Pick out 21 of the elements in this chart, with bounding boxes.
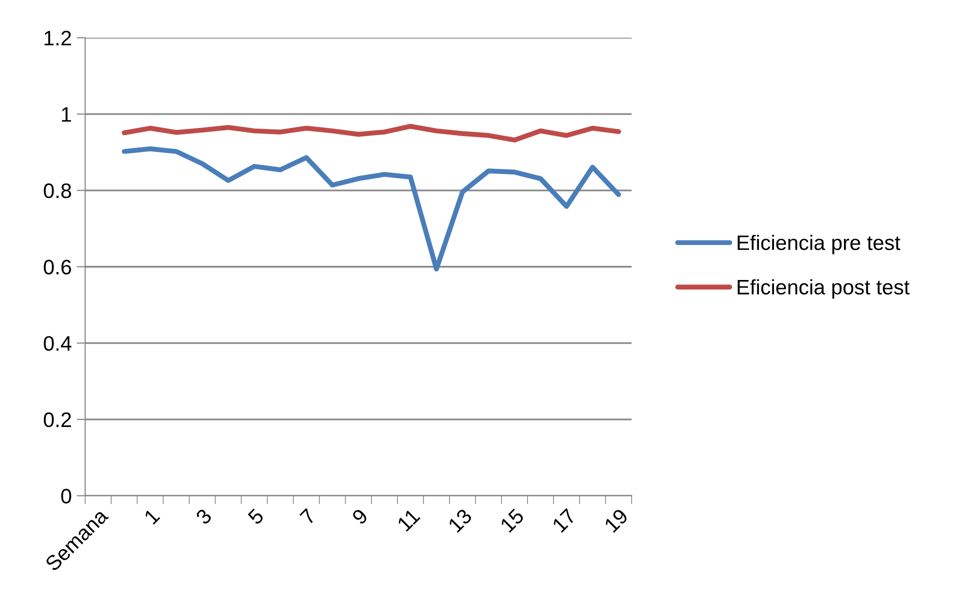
y-tick-label: 0.2	[44, 412, 71, 428]
legend-label: Eficiencia post test	[738, 279, 910, 299]
line-series	[122, 124, 622, 142]
y-tick-label: 0.4	[44, 336, 72, 351]
x-tick-label: 9	[351, 508, 369, 526]
line-series	[122, 146, 622, 272]
y-tick-label: 0	[61, 488, 72, 504]
x-tick-label: 3	[195, 508, 212, 526]
y-tick-label: 0.6	[44, 260, 72, 274]
y-tick-label: 1.2	[44, 30, 71, 46]
x-tick-label: 7	[299, 508, 316, 525]
x-tick-label: 11	[396, 508, 420, 532]
x-tick-label: 15	[500, 508, 525, 533]
y-tick-label: 1	[62, 107, 71, 122]
x-tick-label: 17	[552, 508, 577, 533]
legend-label: Eficiencia pre test	[738, 234, 900, 254]
y-tick-label: 0.8	[44, 183, 72, 198]
x-tick-label: 1	[144, 508, 160, 525]
x-tick-label: 19	[604, 508, 629, 533]
x-tick-label: 5	[247, 508, 265, 526]
x-tick-label: 13	[448, 508, 473, 533]
